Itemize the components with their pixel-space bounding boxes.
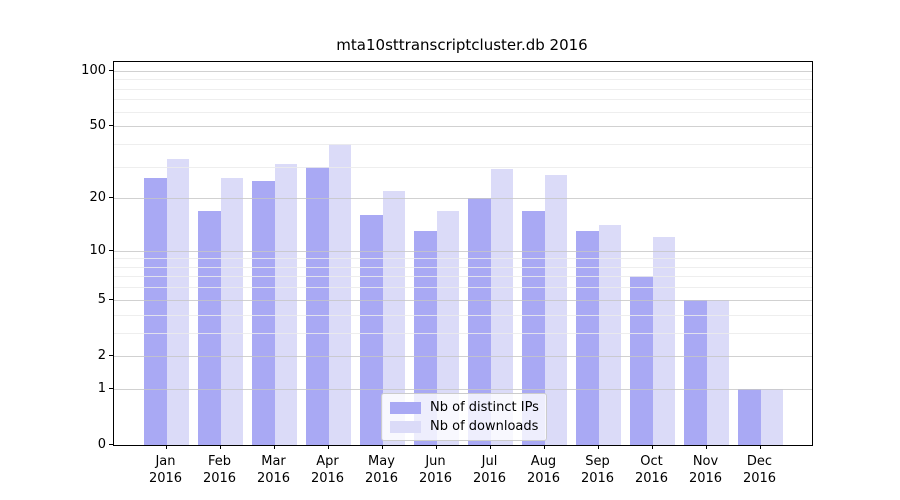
x-tick-nov bbox=[705, 445, 707, 449]
major-gridline-5 bbox=[114, 299, 812, 301]
y-tick-5 bbox=[109, 298, 113, 300]
bar-ips-jul bbox=[468, 198, 491, 445]
x-axis-label-nov: Nov 2016 bbox=[688, 454, 723, 486]
x-tick-dec bbox=[759, 445, 761, 449]
y-axis-label-1: 1 bbox=[97, 380, 106, 396]
bar-ips-may bbox=[360, 215, 383, 445]
y-tick-10 bbox=[109, 249, 113, 251]
legend-swatch-distinct-ips bbox=[390, 401, 421, 414]
legend-label-downloads: Nb of downloads bbox=[430, 419, 539, 434]
x-axis-label-mar: Mar 2016 bbox=[256, 454, 291, 486]
minor-gridline-3 bbox=[114, 332, 812, 334]
major-gridline-20 bbox=[114, 198, 812, 200]
x-tick-apr bbox=[327, 445, 329, 449]
x-axis-label-jan: Jan 2016 bbox=[148, 454, 183, 486]
minor-gridline-90 bbox=[114, 79, 812, 81]
major-gridline-10 bbox=[114, 250, 812, 252]
major-gridline-100 bbox=[114, 70, 812, 72]
bar-downloads-aug bbox=[544, 174, 567, 445]
y-tick-2 bbox=[109, 354, 113, 356]
major-gridline-1 bbox=[114, 388, 812, 390]
bar-ips-feb bbox=[198, 210, 221, 445]
bar-downloads-sep bbox=[598, 225, 621, 445]
bar-downloads-jun bbox=[436, 210, 459, 445]
y-axis-label-5: 5 bbox=[97, 291, 106, 307]
y-axis-label-50: 50 bbox=[89, 118, 106, 134]
y-axis-label-2: 2 bbox=[97, 347, 106, 363]
x-tick-jan bbox=[165, 445, 167, 449]
bar-ips-mar bbox=[252, 180, 275, 445]
legend-item-downloads: Nb of downloads bbox=[390, 417, 538, 436]
x-axis-label-sep: Sep 2016 bbox=[580, 454, 615, 486]
y-axis-label-0: 0 bbox=[97, 437, 106, 452]
y-tick-1 bbox=[109, 387, 113, 389]
y-axis-label-10: 10 bbox=[89, 242, 106, 258]
legend: Nb of distinct IPs Nb of downloads bbox=[381, 393, 547, 441]
minor-gridline-30 bbox=[114, 166, 812, 168]
bar-downloads-dec bbox=[760, 388, 783, 445]
bar-downloads-feb bbox=[220, 177, 243, 445]
minor-gridline-9 bbox=[114, 258, 812, 260]
minor-gridline-4 bbox=[114, 314, 812, 316]
x-axis-label-apr: Apr 2016 bbox=[310, 454, 345, 486]
minor-gridline-7 bbox=[114, 276, 812, 278]
bar-ips-apr bbox=[306, 166, 329, 445]
bar-ips-jun bbox=[414, 231, 437, 445]
x-tick-jul bbox=[489, 445, 491, 449]
bar-downloads-jan bbox=[166, 159, 189, 445]
bar-downloads-oct bbox=[652, 237, 675, 445]
y-tick-50 bbox=[109, 125, 113, 127]
minor-gridline-80 bbox=[114, 88, 812, 90]
y-tick-100 bbox=[109, 69, 113, 71]
x-tick-sep bbox=[597, 445, 599, 449]
y-axis-label-100: 100 bbox=[81, 62, 106, 78]
y-tick-0 bbox=[109, 444, 113, 445]
bar-ips-sep bbox=[576, 231, 599, 445]
x-axis-label-jul: Jul 2016 bbox=[472, 454, 507, 486]
x-axis-label-oct: Oct 2016 bbox=[634, 454, 669, 486]
bar-ips-jan bbox=[144, 177, 167, 445]
minor-gridline-6 bbox=[114, 287, 812, 289]
x-tick-oct bbox=[651, 445, 653, 449]
x-tick-aug bbox=[543, 445, 545, 449]
chart-title: mta10sttranscriptcluster.db 2016 bbox=[336, 36, 588, 54]
bar-ips-oct bbox=[630, 276, 653, 445]
legend-item-distinct-ips: Nb of distinct IPs bbox=[390, 398, 539, 417]
minor-gridline-8 bbox=[114, 266, 812, 268]
bar-downloads-may bbox=[382, 190, 405, 445]
x-axis-label-feb: Feb 2016 bbox=[202, 454, 237, 486]
legend-swatch-downloads bbox=[390, 420, 421, 433]
bar-ips-dec bbox=[738, 388, 761, 445]
x-tick-mar bbox=[273, 445, 275, 449]
x-axis-label-aug: Aug 2016 bbox=[526, 454, 561, 486]
x-tick-feb bbox=[219, 445, 221, 449]
bar-ips-aug bbox=[522, 210, 545, 445]
bar-downloads-nov bbox=[706, 299, 729, 445]
x-axis-label-may: May 2016 bbox=[364, 454, 399, 486]
x-axis-label-jun: Jun 2016 bbox=[418, 454, 453, 486]
minor-gridline-60 bbox=[114, 111, 812, 113]
y-axis-label-20: 20 bbox=[89, 190, 106, 206]
x-tick-jun bbox=[435, 445, 437, 449]
legend-label-distinct-ips: Nb of distinct IPs bbox=[430, 400, 539, 415]
major-gridline-2 bbox=[114, 355, 812, 357]
bar-downloads-jul bbox=[490, 169, 513, 445]
x-axis-label-dec: Dec 2016 bbox=[742, 454, 777, 486]
plot-area: Nb of distinct IPs Nb of downloads bbox=[113, 61, 813, 446]
minor-gridline-70 bbox=[114, 99, 812, 101]
bar-downloads-mar bbox=[274, 164, 297, 445]
minor-gridline-40 bbox=[114, 143, 812, 145]
x-tick-may bbox=[381, 445, 383, 449]
y-tick-20 bbox=[109, 197, 113, 199]
major-gridline-50 bbox=[114, 126, 812, 128]
bar-ips-nov bbox=[684, 299, 707, 445]
bar-downloads-apr bbox=[328, 143, 351, 445]
